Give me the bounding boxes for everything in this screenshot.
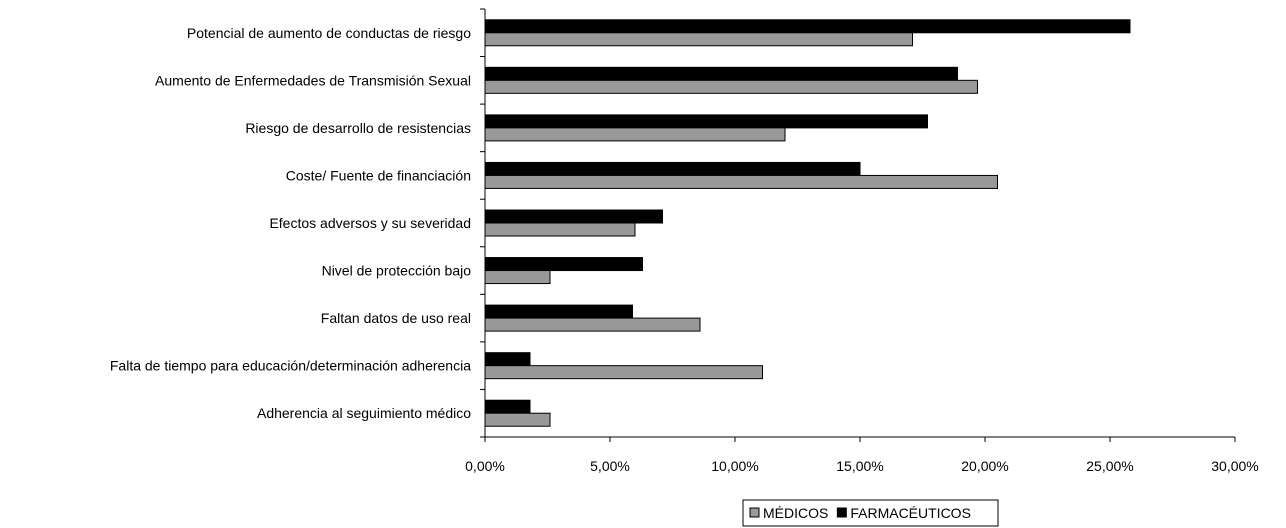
- x-tick-label: 15,00%: [836, 458, 883, 474]
- x-tick-label: 0,00%: [465, 458, 505, 474]
- bar-medicos: [484, 222, 636, 237]
- x-tick-label: 25,00%: [1086, 458, 1133, 474]
- bar-medicos: [484, 412, 551, 427]
- bar-farmaceuticos: [484, 114, 928, 129]
- category-label: Faltan datos de uso real: [321, 310, 471, 326]
- bar-medicos: [484, 32, 913, 47]
- bar-medicos: [484, 79, 978, 94]
- bar-farmaceuticos: [484, 209, 663, 224]
- legend-box: [742, 499, 999, 527]
- category-label: Riesgo de desarrollo de resistencias: [245, 120, 471, 136]
- category-labels: Potencial de aumento de conductas de rie…: [110, 25, 471, 421]
- category-label: Potencial de aumento de conductas de rie…: [187, 25, 471, 41]
- category-label: Coste/ Fuente de financiación: [286, 167, 471, 183]
- bar-farmaceuticos: [484, 161, 861, 176]
- bar-medicos: [484, 365, 763, 380]
- category-label: Falta de tiempo para educación/determina…: [110, 358, 471, 374]
- legend-label: MÉDICOS: [763, 505, 828, 521]
- bar-medicos: [484, 317, 701, 332]
- category-label: Adherencia al seguimiento médico: [257, 405, 471, 421]
- bar-farmaceuticos: [484, 257, 643, 272]
- legend: MÉDICOS FARMACÉUTICOS: [742, 499, 999, 527]
- x-tick-label: 5,00%: [590, 458, 630, 474]
- category-label: Aumento de Enfermedades de Transmisión S…: [155, 72, 471, 88]
- bar-farmaceuticos: [484, 352, 531, 367]
- category-label: Nivel de protección bajo: [322, 263, 472, 279]
- bar-medicos: [484, 174, 998, 189]
- bar-farmaceuticos: [484, 19, 1131, 34]
- bars-group: [484, 19, 1131, 427]
- bar-medicos: [484, 127, 786, 142]
- x-tick-label: 30,00%: [1211, 458, 1258, 474]
- bar-farmaceuticos: [484, 66, 958, 81]
- x-axis-ticks: 0,00% 5,00% 10,00% 15,00% 20,00% 25,00% 30,00%: [465, 437, 1259, 474]
- x-tick-label: 10,00%: [711, 458, 758, 474]
- x-tick-label: 20,00%: [961, 458, 1008, 474]
- bar-farmaceuticos: [484, 304, 633, 319]
- legend-label: FARMACÉUTICOS: [850, 505, 971, 521]
- legend-swatch: [749, 507, 760, 518]
- bar-farmaceuticos: [484, 399, 531, 414]
- legend-swatch: [836, 507, 847, 518]
- category-label: Efectos adversos y su severidad: [269, 215, 471, 231]
- bar-medicos: [484, 270, 551, 285]
